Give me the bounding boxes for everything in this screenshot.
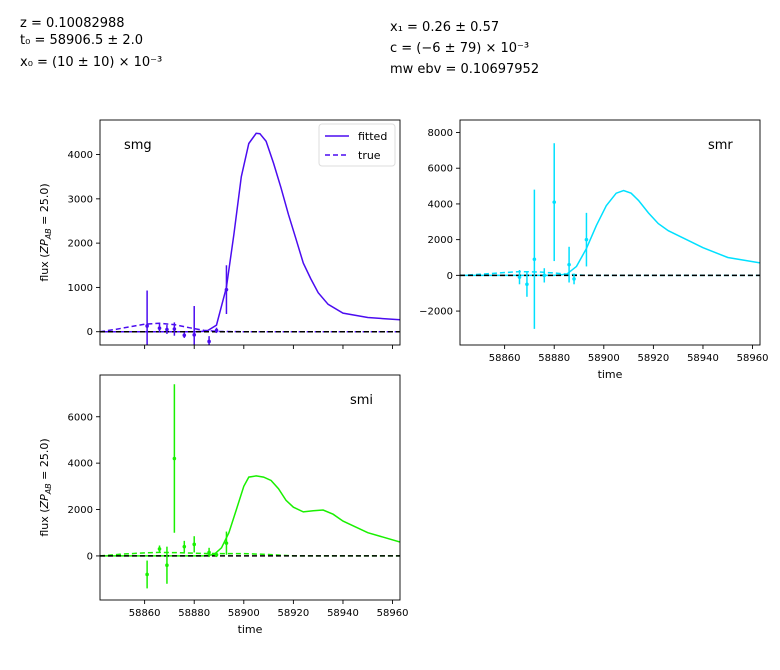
data-point xyxy=(207,339,211,344)
y-tick-label: 4000 xyxy=(68,150,93,161)
y-tick-label: 2000 xyxy=(428,235,453,246)
axes-frame xyxy=(459,119,761,346)
data-point xyxy=(214,552,219,557)
data-point xyxy=(192,542,197,547)
plot-area xyxy=(460,143,760,329)
y-axis-label: flux (ZPAB = 25.0) xyxy=(38,438,53,536)
y-tick-label: 4000 xyxy=(428,199,453,210)
plot-area xyxy=(100,384,400,589)
data-point xyxy=(525,282,529,287)
panel-smr: 58860 58880 58900 58920 58940 58960 −2000 0 2000… xyxy=(419,119,769,381)
fitted-line xyxy=(100,475,400,557)
x-axis-label: time xyxy=(598,368,623,381)
x-tick-label: 58880 xyxy=(538,353,570,364)
fitted-line xyxy=(460,189,760,277)
param-mwebv: mw ebv = 0.10697952 xyxy=(390,62,540,77)
y-tick-label: 0 xyxy=(447,271,453,282)
data-point xyxy=(224,541,229,545)
y-tick-label: 6000 xyxy=(428,164,453,175)
data-point xyxy=(542,273,547,278)
y-tick-label: 0 xyxy=(87,327,93,338)
data-point xyxy=(207,550,211,555)
y-tick-label: −2000 xyxy=(419,307,453,318)
y-tick-label: 4000 xyxy=(68,459,93,470)
data-point xyxy=(584,237,589,242)
x-tick-label: 58860 xyxy=(489,353,521,364)
param-x0: x₀ = (10 ± 10) × 10⁻³ xyxy=(20,55,163,70)
panel-smg: 0 1000 2000 3000 4000 flux (ZPAB = 25.0) smg fi… xyxy=(38,119,401,349)
param-z: z = 0.10082988 xyxy=(20,16,125,31)
x-tick-label: 58900 xyxy=(588,353,620,364)
data-point xyxy=(165,563,169,568)
y-axis-label: flux (ZPAB = 25.0) xyxy=(38,183,53,281)
legend-fitted-label: fitted xyxy=(358,130,387,143)
data-point xyxy=(572,277,576,281)
data-point xyxy=(157,547,162,551)
param-x1: x₁ = 0.26 ± 0.57 xyxy=(390,20,500,35)
data-point xyxy=(532,257,537,262)
band-label: smg xyxy=(124,138,152,153)
y-tick-label: 1000 xyxy=(68,283,93,294)
true-line xyxy=(100,551,400,557)
y-tick-label: 0 xyxy=(87,551,93,562)
legend-true-label: true xyxy=(358,149,381,162)
x-tick-label: 58960 xyxy=(737,353,769,364)
x-tick-label: 58940 xyxy=(327,608,359,619)
data-point xyxy=(157,326,162,330)
data-point xyxy=(224,287,229,292)
data-point xyxy=(172,456,177,461)
data-point xyxy=(214,328,219,333)
y-tick-label: 8000 xyxy=(428,128,453,139)
x-tick-label: 58960 xyxy=(377,608,409,619)
axes-frame xyxy=(99,374,401,601)
y-tick-label: 6000 xyxy=(68,412,93,423)
axes-frame xyxy=(99,119,401,346)
data-point xyxy=(567,262,571,267)
data-point xyxy=(192,333,197,337)
y-tick-label: 2000 xyxy=(68,239,93,250)
data-point xyxy=(182,544,187,549)
x-tick-label: 58920 xyxy=(637,353,669,364)
data-point xyxy=(145,324,149,328)
band-label: smi xyxy=(350,393,373,408)
param-c: c = (−6 ± 79) × 10⁻³ xyxy=(390,41,530,56)
legend: fitted true xyxy=(318,123,396,167)
param-t0: t₀ = 58906.5 ± 2.0 xyxy=(20,33,144,48)
plot-area xyxy=(100,132,400,345)
data-point xyxy=(172,327,177,331)
fitted-line xyxy=(100,132,400,333)
x-axis-label: time xyxy=(238,623,263,636)
data-point xyxy=(182,333,187,338)
data-point xyxy=(517,275,522,279)
y-tick-label: 3000 xyxy=(68,194,93,205)
band-label: smr xyxy=(708,138,733,153)
panel-smi: 58860 58880 58900 58920 58940 58960 0 2000 4000 6… xyxy=(38,374,409,636)
data-point xyxy=(165,327,169,332)
data-point xyxy=(552,200,557,204)
x-tick-label: 58860 xyxy=(129,608,161,619)
x-tick-label: 58940 xyxy=(687,353,719,364)
x-tick-label: 58920 xyxy=(277,608,309,619)
true-line xyxy=(100,322,400,333)
y-tick-label: 2000 xyxy=(68,505,93,516)
data-point xyxy=(145,572,149,577)
x-tick-label: 58880 xyxy=(178,608,210,619)
x-tick-label: 58900 xyxy=(228,608,260,619)
